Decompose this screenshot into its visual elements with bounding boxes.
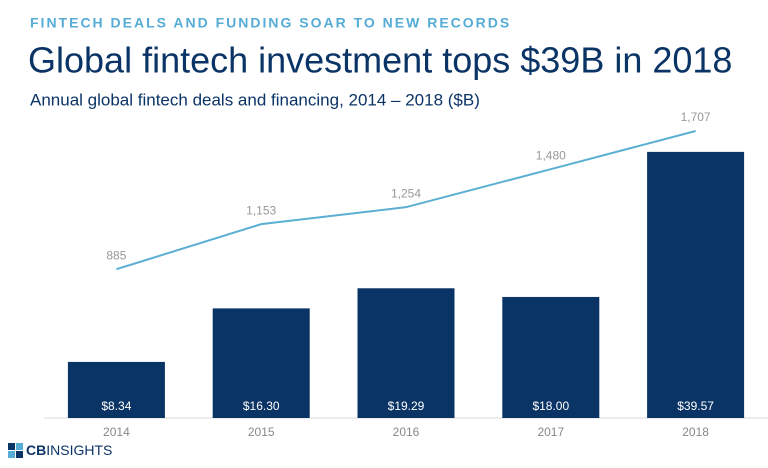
line xyxy=(116,130,696,271)
line-value-label: 885 xyxy=(106,248,126,262)
bar xyxy=(647,151,745,418)
chart-title: Global fintech investment tops $39B in 2… xyxy=(28,40,732,81)
bar-value-label: $16.30 xyxy=(243,399,280,413)
x-tick-label: 2017 xyxy=(537,425,564,439)
logo-square xyxy=(16,443,23,450)
bar xyxy=(212,308,310,418)
line-value-label: 1,707 xyxy=(681,110,711,124)
bar xyxy=(357,288,455,418)
logo-text: CBINSIGHTS xyxy=(26,442,112,458)
logo-bold: CB xyxy=(26,442,46,458)
kicker: FINTECH DEALS AND FUNDING SOAR TO NEW RE… xyxy=(30,15,511,31)
bar-value-label: $18.00 xyxy=(532,399,569,413)
x-tick-label: 2014 xyxy=(103,425,130,439)
line-value-label: 1,480 xyxy=(536,148,566,162)
line-value-label: 1,254 xyxy=(391,186,421,200)
x-tick-label: 2015 xyxy=(248,425,275,439)
chart-subtitle: Annual global fintech deals and financin… xyxy=(30,90,480,109)
logo: CBINSIGHTS xyxy=(8,442,112,458)
logo-square xyxy=(8,443,15,450)
logo-square xyxy=(8,451,15,458)
line-value-label: 1,153 xyxy=(246,203,276,217)
bar-value-label: $8.34 xyxy=(101,399,131,413)
bar xyxy=(502,296,600,418)
logo-light: INSIGHTS xyxy=(46,442,112,458)
bar xyxy=(67,361,165,418)
x-tick-label: 2018 xyxy=(682,425,709,439)
x-tick-label: 2016 xyxy=(393,425,420,439)
bar-value-label: $39.57 xyxy=(677,399,714,413)
bar-value-label: $19.29 xyxy=(388,399,425,413)
logo-square xyxy=(16,451,23,458)
